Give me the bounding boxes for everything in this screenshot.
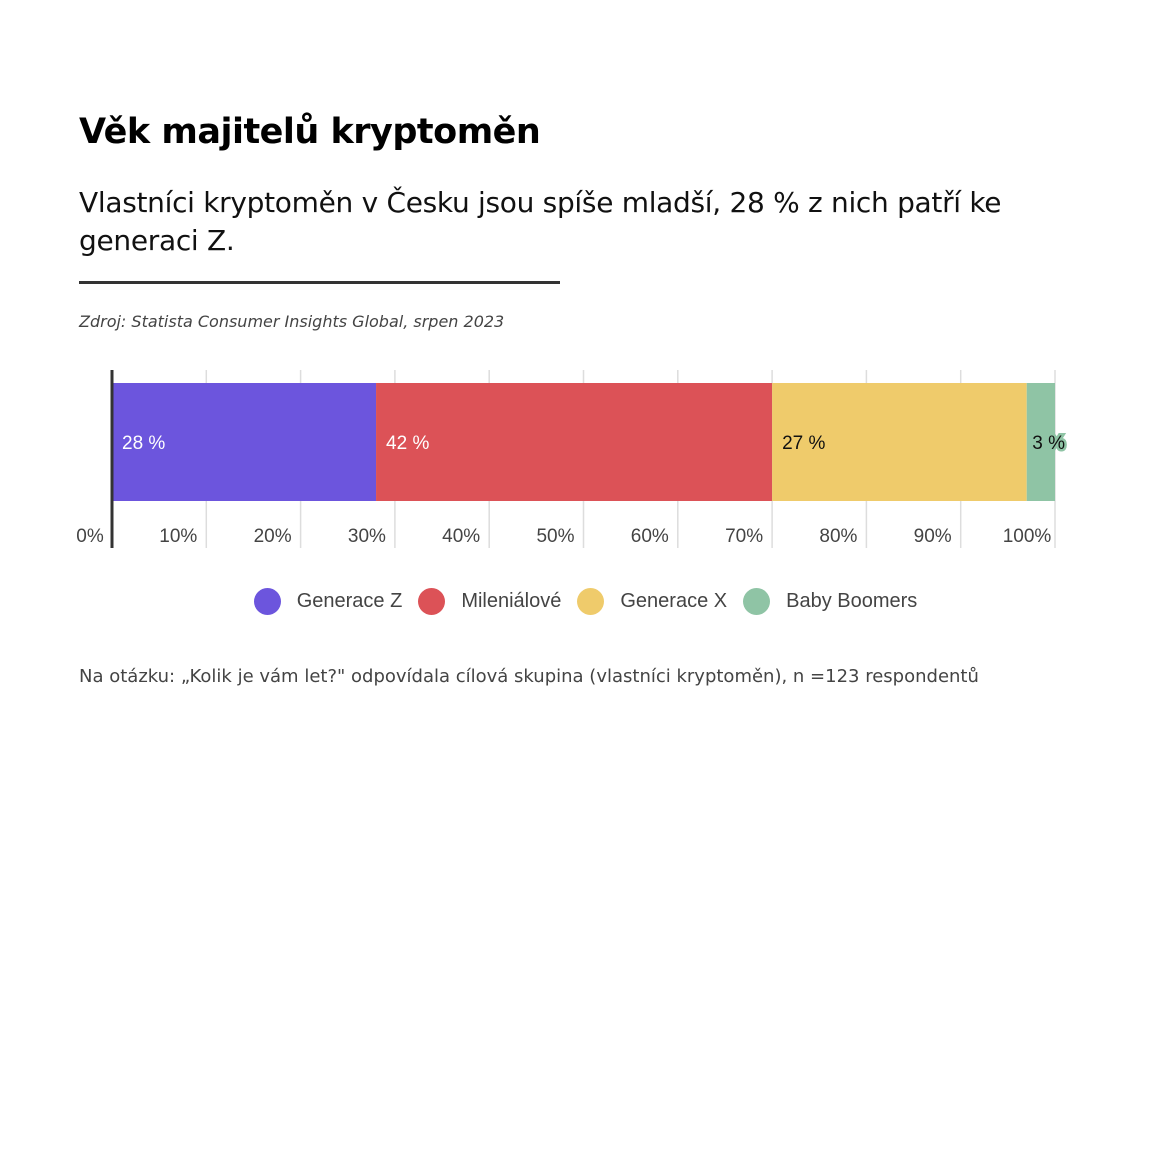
legend-swatch [418,588,446,615]
x-tick-label: 70% [725,526,763,547]
x-tick-label: 100% [1003,526,1052,547]
legend-swatch [577,588,605,615]
x-tick-label: 30% [348,526,386,547]
legend-label: Baby Boomers [786,590,918,612]
bar-segment [376,383,773,501]
data-label: 28 % [122,433,165,454]
bar-segment [1026,383,1055,501]
chart-title: Věk majitelů kryptoměn [79,112,541,152]
x-axis-ticks: 0% 10% 20% 30% 40% 50% 60% 70% 80% 90% 100% [76,526,1051,547]
x-tick-label: 20% [254,526,292,547]
title-divider [79,281,560,284]
legend-item: Generace Z [253,588,403,615]
legend-swatch [253,588,281,615]
data-label: 42 % [386,433,429,454]
legend-item: Mileniálové [418,588,561,615]
bar-segment [112,383,377,501]
x-tick-label: 90% [914,526,952,547]
legend-item: Baby Boomers [743,588,917,615]
x-tick-label: 40% [442,526,480,547]
bar-segment [772,383,1027,501]
legend-swatch [743,588,771,615]
source-note: Zdroj: Statista Consumer Insights Global… [79,312,505,331]
legend-item: Generace X [577,588,727,615]
legend-label: Mileniálové [461,590,562,612]
legend-label: Generace X [620,590,728,612]
legend: Generace Z Mileniálové Generace X Baby Boom… [0,588,1171,615]
x-tick-label: 80% [819,526,857,547]
legend-label: Generace Z [296,590,403,612]
bar-segments [112,383,1055,501]
chart-subtitle: Vlastníci kryptoměn v Česku jsou spíše m… [79,186,1002,257]
x-tick-label: 50% [536,526,574,547]
stacked-bar-chart: 28 % 42 % 27 % 3 % 0% 10% 20% 30% 40% 50% 60% 70% 8… [76,370,1068,548]
x-tick-label: 0% [76,526,104,547]
data-label: 27 % [782,433,825,454]
x-tick-label: 60% [631,526,669,547]
footnote: Na otázku: „Kolik je vám let?" odpovídal… [79,666,979,687]
x-tick-label: 10% [159,526,197,547]
data-labels: 28 % 42 % 27 % 3 % [122,431,1068,457]
data-label: 3 % [1032,433,1065,454]
